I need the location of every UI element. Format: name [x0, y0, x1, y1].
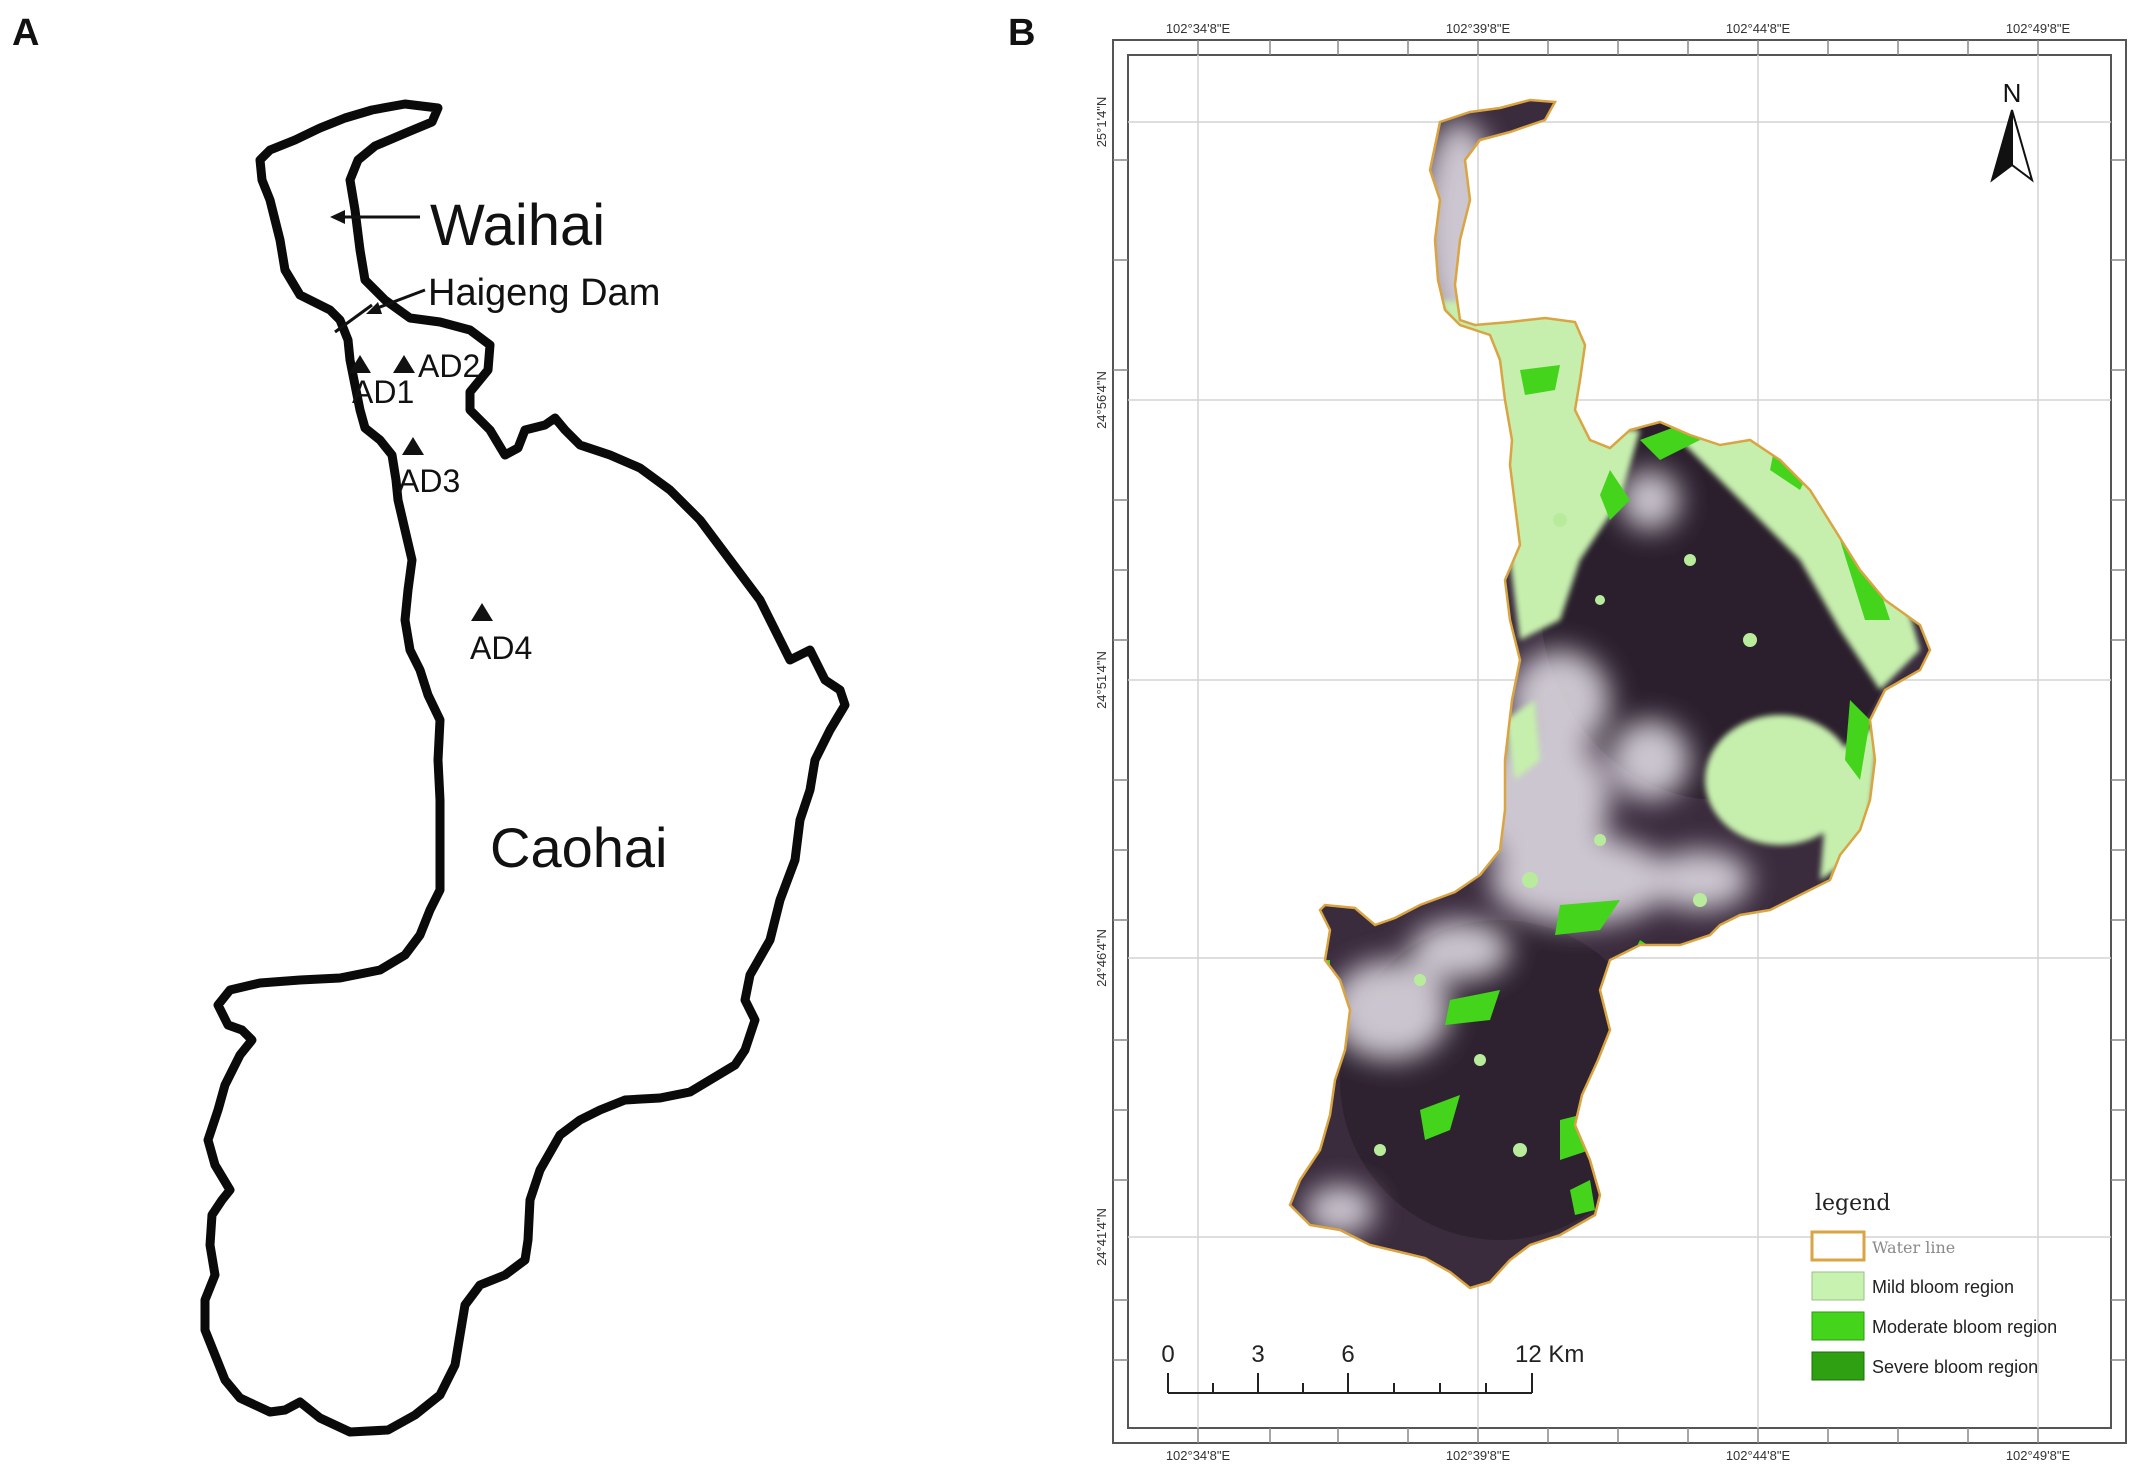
- lon-label-bottom: 102°39'8"E: [1446, 1448, 1511, 1463]
- legend-label-mild: Mild bloom region: [1872, 1277, 2014, 1297]
- site-label-ad3: AD3: [398, 463, 460, 499]
- north-arrow: N: [1990, 78, 2034, 183]
- panel-a: Waihai Haigeng Dam AD1 AD2 AD3 AD4 Caoha…: [200, 99, 850, 1437]
- lon-label-top: 102°39'8"E: [1446, 21, 1511, 36]
- north-label: N: [2003, 78, 2022, 108]
- panel-a-label: A: [12, 12, 40, 54]
- legend-label-water-line: Water line: [1872, 1238, 1955, 1257]
- haigeng-dam-line: [334, 303, 373, 334]
- panel-b-label: B: [1008, 12, 1036, 54]
- scale-label-3: 3: [1251, 1341, 1264, 1368]
- legend-swatch-moderate: [1811, 1311, 1865, 1341]
- haigeng-dam-label: Haigeng Dam: [428, 272, 660, 314]
- lat-label-left: 25°1'4"N: [1094, 97, 1109, 148]
- lake-outline: [200, 99, 850, 1437]
- site-marker-ad3: [402, 437, 424, 455]
- lat-label-left: 24°41'4"N: [1094, 1208, 1109, 1266]
- lat-label-left: 24°56'4"N: [1094, 371, 1109, 429]
- lon-label-bottom: 102°49'8"E: [2006, 1448, 2071, 1463]
- lat-label-left: 24°51'4"N: [1094, 651, 1109, 709]
- waihai-arrowhead: [330, 210, 345, 224]
- scale-label-0: 0: [1161, 1341, 1174, 1368]
- lon-label-top: 102°34'8"E: [1166, 21, 1231, 36]
- scale-label-6: 6: [1341, 1341, 1354, 1368]
- site-marker-ad4: [471, 603, 493, 621]
- lon-label-bottom: 102°34'8"E: [1166, 1448, 1231, 1463]
- scale-label-12km: 12 Km: [1515, 1341, 1584, 1368]
- legend-label-moderate: Moderate bloom region: [1872, 1317, 2057, 1337]
- site-label-ad2: AD2: [418, 348, 480, 384]
- site-marker-ad2: [393, 355, 415, 373]
- frame-graduations: [1113, 40, 2126, 1443]
- legend-title: legend: [1815, 1191, 1890, 1216]
- waihai-label: Waihai: [430, 193, 605, 258]
- lon-label-top: 102°49'8"E: [2006, 21, 2071, 36]
- dam-pointer: [371, 288, 426, 312]
- legend-swatch-severe: [1811, 1351, 1865, 1381]
- lon-label-top: 102°44'8"E: [1726, 21, 1791, 36]
- lon-label-bottom: 102°44'8"E: [1726, 1448, 1791, 1463]
- longitude-labels: 102°34'8"E 102°39'8"E 102°44'8"E 102°49'…: [1166, 21, 2071, 1463]
- scale-bar: 0 3 6 12 Km: [1161, 1341, 1584, 1394]
- lat-label-left: 24°46'4"N: [1094, 929, 1109, 987]
- site-marker-ad1: [349, 355, 371, 373]
- legend-swatch-water-line: [1810, 1230, 1866, 1262]
- site-label-ad1: AD1: [352, 374, 414, 410]
- legend-label-severe: Severe bloom region: [1872, 1357, 2038, 1377]
- site-markers: AD1 AD2 AD3 AD4: [349, 348, 532, 666]
- panel-b: 102°34'8"E 102°39'8"E 102°44'8"E 102°49'…: [1094, 21, 2133, 1463]
- site-label-ad4: AD4: [470, 630, 532, 666]
- legend-swatch-mild: [1811, 1271, 1865, 1301]
- dam-arrowhead: [366, 302, 382, 314]
- map-legend: legend Water line Mild bloom region Mode…: [1810, 1191, 2057, 1381]
- caohai-label: Caohai: [490, 816, 667, 879]
